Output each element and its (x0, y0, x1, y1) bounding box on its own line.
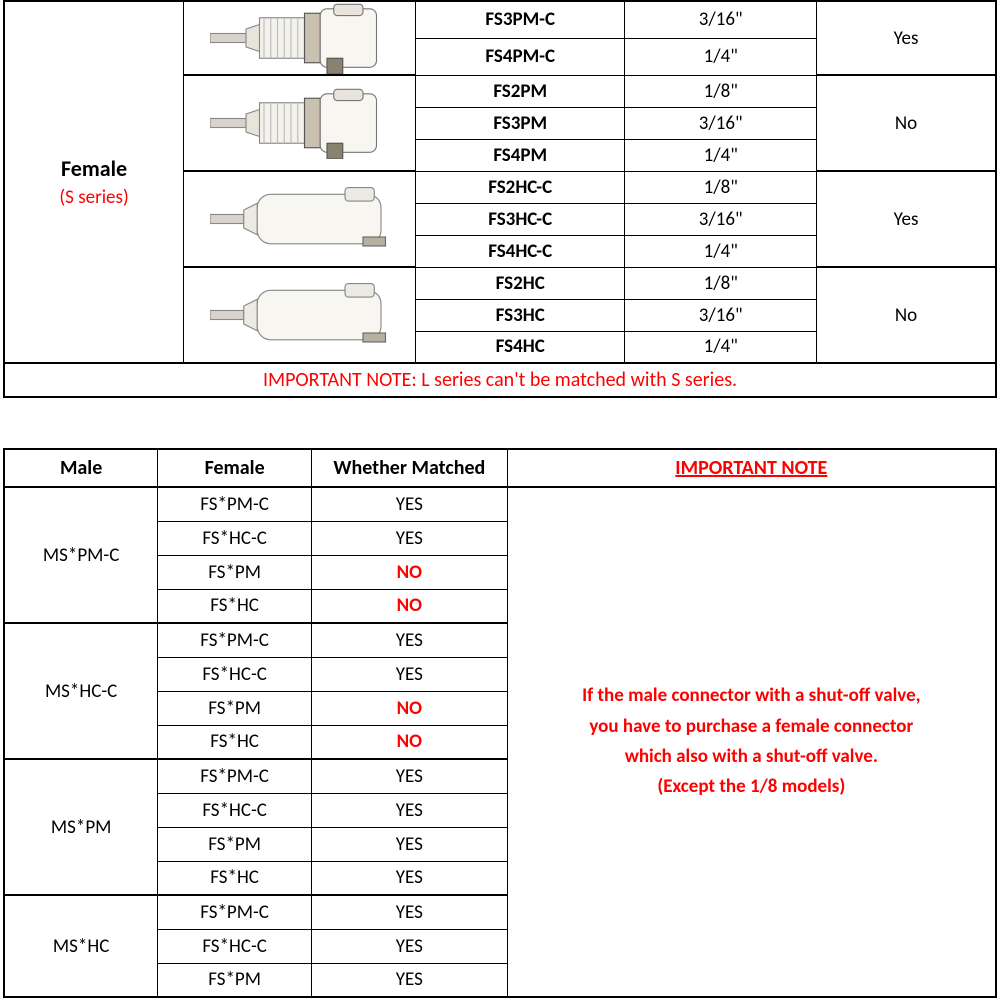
female-cell: FS*HC-C (158, 521, 312, 555)
match-cell: YES (311, 793, 507, 827)
size-cell: 1/4" (625, 139, 817, 171)
match-cell: NO (311, 691, 507, 725)
note-line: (Except the 1/8 models) (512, 772, 991, 802)
match-cell: YES (311, 487, 507, 521)
female-cell: FS*PM-C (158, 487, 312, 521)
match-cell: NO (311, 589, 507, 623)
header-note: IMPORTANT NOTE (507, 449, 996, 487)
connector-image (184, 267, 416, 363)
match-cell: NO (311, 555, 507, 589)
female-cell: FS*HC-C (158, 657, 312, 691)
valve-cell: No (816, 75, 996, 171)
model-cell: FS3PM (415, 107, 625, 139)
connector-image (184, 75, 416, 171)
model-cell: FS4PM-C (415, 38, 625, 75)
male-cell: MS*PM (4, 759, 158, 895)
size-cell: 1/4" (625, 38, 817, 75)
male-cell: MS*PM-C (4, 487, 158, 623)
match-cell: NO (311, 725, 507, 759)
valve-cell: Yes (816, 171, 996, 267)
header-male: Male (4, 449, 158, 487)
model-cell: FS4PM (415, 139, 625, 171)
label-main: Female (61, 155, 127, 182)
female-cell: FS*PM-C (158, 623, 312, 657)
size-cell: 3/16" (625, 1, 817, 38)
important-note-bottom: If the male connector with a shut-off va… (507, 487, 996, 997)
match-cell: YES (311, 623, 507, 657)
match-cell: YES (311, 521, 507, 555)
female-cell: FS*PM (158, 963, 312, 997)
male-cell: MS*HC-C (4, 623, 158, 759)
match-cell: YES (311, 929, 507, 963)
row-label: Female (S series) (4, 1, 184, 363)
important-note-top: IMPORTANT NOTE: L series can't be matche… (4, 363, 996, 397)
female-cell: FS*HC (158, 861, 312, 895)
size-cell: 1/8" (625, 171, 817, 203)
female-cell: FS*PM-C (158, 895, 312, 929)
match-cell: YES (311, 759, 507, 793)
model-cell: FS2HC (415, 267, 625, 299)
size-cell: 3/16" (625, 203, 817, 235)
female-spec-table: Female(S series)FS3PM-C3/16"YesFS4PM-C1/… (3, 0, 997, 398)
female-cell: FS*HC (158, 589, 312, 623)
note-line: If the male connector with a shut-off va… (512, 681, 991, 711)
size-cell: 1/4" (625, 331, 817, 363)
male-cell: MS*HC (4, 895, 158, 997)
match-table: Male Female Whether Matched IMPORTANT NO… (3, 448, 997, 998)
match-cell: YES (311, 657, 507, 691)
label-sub: (S series) (9, 186, 179, 209)
connector-image (184, 1, 416, 75)
page-root: Female(S series)FS3PM-C3/16"YesFS4PM-C1/… (0, 0, 1000, 998)
model-cell: FS3PM-C (415, 1, 625, 38)
size-cell: 3/16" (625, 299, 817, 331)
match-cell: YES (311, 963, 507, 997)
model-cell: FS3HC (415, 299, 625, 331)
model-cell: FS2PM (415, 75, 625, 107)
match-cell: YES (311, 827, 507, 861)
female-cell: FS*PM (158, 555, 312, 589)
connector-image (184, 171, 416, 267)
female-cell: FS*HC (158, 725, 312, 759)
size-cell: 1/4" (625, 235, 817, 267)
size-cell: 1/8" (625, 75, 817, 107)
female-cell: FS*PM (158, 691, 312, 725)
female-cell: FS*HC-C (158, 929, 312, 963)
female-cell: FS*HC-C (158, 793, 312, 827)
size-cell: 1/8" (625, 267, 817, 299)
spacer (0, 398, 1000, 448)
model-cell: FS3HC-C (415, 203, 625, 235)
note-line: you have to purchase a female connector (512, 712, 991, 742)
match-cell: YES (311, 895, 507, 929)
model-cell: FS2HC-C (415, 171, 625, 203)
female-cell: FS*PM (158, 827, 312, 861)
female-cell: FS*PM-C (158, 759, 312, 793)
valve-cell: Yes (816, 1, 996, 75)
match-cell: YES (311, 861, 507, 895)
size-cell: 3/16" (625, 107, 817, 139)
model-cell: FS4HC (415, 331, 625, 363)
valve-cell: No (816, 267, 996, 363)
header-female: Female (158, 449, 312, 487)
note-line: which also with a shut-off valve. (512, 742, 991, 772)
model-cell: FS4HC-C (415, 235, 625, 267)
header-matched: Whether Matched (311, 449, 507, 487)
